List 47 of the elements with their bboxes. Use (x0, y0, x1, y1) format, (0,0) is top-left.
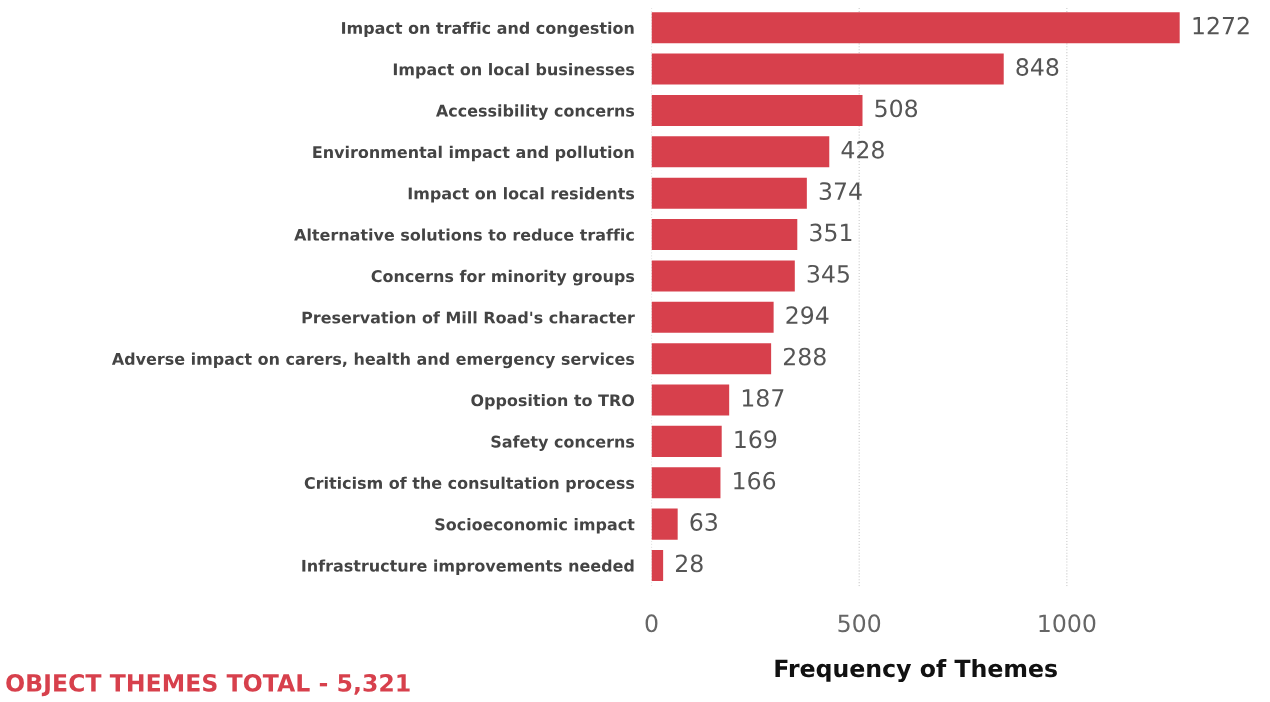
y-tick-label: Criticism of the consultation process (304, 476, 635, 493)
data-label: 428 (841, 140, 884, 159)
text: OBJECT THEMES TOTAL - 5,321 (6, 673, 410, 697)
y-tick-label: Concerns for minority groups (371, 269, 635, 286)
x-tick-label: 500 (838, 614, 881, 633)
data-label: 351 (810, 223, 852, 242)
data-label: 1272 (1193, 16, 1249, 35)
y-tick-label: Adverse impact on carers, health and emergency services (111, 352, 635, 369)
y-tick-label: Impact on local businesses (393, 63, 635, 79)
bar (651, 384, 730, 416)
bar (651, 343, 772, 375)
data-label: 63 (690, 513, 717, 531)
data-label: 187 (742, 389, 784, 407)
y-tick-label: Preservation of Mill Road's character (302, 311, 635, 324)
bar (651, 53, 1004, 85)
y-tick-label: Impact on local residents (408, 187, 635, 203)
data-label: 345 (807, 264, 849, 283)
bar (651, 219, 798, 251)
bar (651, 301, 774, 333)
data-label: 288 (783, 347, 826, 366)
data-label: 374 (819, 182, 862, 201)
data-label: 169 (735, 430, 777, 449)
bar (651, 136, 830, 168)
bar (651, 467, 721, 499)
x-tick-label: 1000 (1039, 614, 1096, 633)
bar (651, 12, 1180, 44)
bar (651, 94, 863, 126)
y-tick-label: Socioeconomic impact (435, 518, 635, 534)
data-label: 508 (875, 99, 918, 118)
x-axis-title: Frequency of Themes (775, 659, 1057, 683)
data-label: 166 (734, 471, 776, 490)
data-label: 848 (1016, 58, 1059, 76)
bar (651, 425, 722, 457)
y-tick-label: Safety concerns (491, 435, 635, 451)
y-tick-label: Impact on traffic and congestion (342, 21, 634, 38)
bar (651, 260, 795, 292)
bar (651, 549, 664, 581)
y-tick-label: Alternative solutions to reduce traffic (294, 228, 634, 241)
bar (651, 508, 678, 540)
y-tick-label: Infrastructure improvements needed (302, 559, 634, 575)
bar (651, 177, 807, 209)
data-label: 294 (786, 306, 829, 325)
y-tick-label: Environmental impact and pollution (313, 145, 634, 162)
data-label: 28 (675, 554, 703, 573)
y-tick-label: Accessibility concerns (435, 104, 635, 120)
y-tick-label: Opposition to TRO (471, 393, 635, 410)
x-tick-label: 0 (645, 614, 658, 633)
